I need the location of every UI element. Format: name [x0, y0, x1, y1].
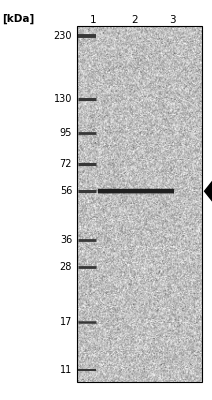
Text: 36: 36: [60, 235, 72, 245]
Text: 130: 130: [54, 94, 72, 104]
Bar: [77, 26, 202, 382]
Text: 230: 230: [54, 31, 72, 41]
Polygon shape: [205, 180, 212, 202]
Text: 72: 72: [60, 158, 72, 168]
Text: 95: 95: [60, 128, 72, 138]
Text: 17: 17: [60, 317, 72, 327]
Text: 3: 3: [169, 15, 176, 25]
Text: 28: 28: [60, 262, 72, 272]
Text: 1: 1: [90, 15, 97, 25]
Text: [kDa]: [kDa]: [2, 14, 34, 24]
Text: 56: 56: [60, 186, 72, 196]
Text: 2: 2: [131, 15, 138, 25]
Text: 11: 11: [60, 365, 72, 375]
